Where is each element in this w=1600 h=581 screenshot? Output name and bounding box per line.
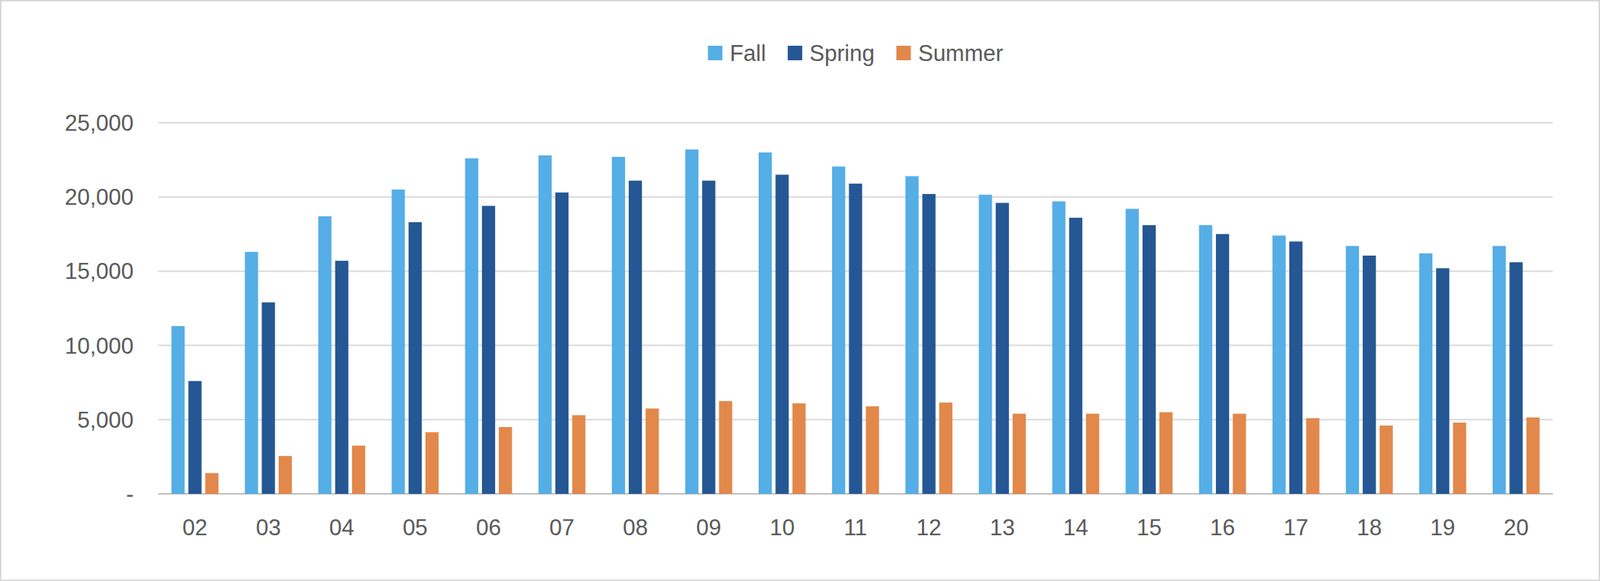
x-tick-label: 13 <box>989 514 1015 541</box>
bar <box>996 202 1010 494</box>
x-tick-label: 16 <box>1210 514 1235 541</box>
grid-line <box>158 121 1553 124</box>
x-tick-label: 19 <box>1430 514 1455 541</box>
x-tick-label: 10 <box>769 514 795 541</box>
bar <box>978 194 992 494</box>
legend-label: Summer <box>918 40 1004 67</box>
bar <box>1509 262 1523 494</box>
bar <box>555 192 569 494</box>
bar <box>317 216 332 494</box>
x-tick-label: 05 <box>402 514 428 541</box>
y-tick-label: 20,000 <box>64 184 134 210</box>
bar <box>1012 413 1026 494</box>
bar <box>1362 255 1376 494</box>
bar <box>905 176 919 494</box>
bar <box>392 189 406 494</box>
bar <box>1086 413 1100 494</box>
x-tick-label: 02 <box>182 514 207 541</box>
bar <box>1289 241 1303 494</box>
bar <box>572 415 586 494</box>
x-tick-label: 15 <box>1136 514 1162 541</box>
bar <box>718 400 732 494</box>
x-tick-label: 17 <box>1283 514 1309 541</box>
x-tick-label: 03 <box>255 514 281 541</box>
legend: Fall Spring Summer <box>707 40 1004 67</box>
bar <box>244 251 258 494</box>
bar <box>939 402 953 494</box>
x-tick-label: 11 <box>843 514 867 541</box>
x-tick-label: 20 <box>1503 514 1529 541</box>
legend-label: Spring <box>809 40 875 67</box>
bar <box>1492 246 1506 494</box>
bar <box>278 455 292 494</box>
legend-swatch <box>787 45 803 61</box>
bar <box>1215 233 1230 494</box>
y-tick-label: 25,000 <box>64 110 134 136</box>
bar <box>628 180 642 494</box>
bar <box>866 405 880 494</box>
chart: - 5,000 10,000 15,000 20,000 25,000 02 03 04 05 06… <box>0 0 1600 581</box>
bar <box>1305 418 1320 494</box>
bar <box>831 166 846 494</box>
bar <box>1199 225 1213 494</box>
bar <box>205 472 219 494</box>
bar <box>1435 267 1450 494</box>
bar <box>1232 413 1246 494</box>
bar <box>352 445 366 494</box>
x-tick-label: 14 <box>1063 514 1089 541</box>
bar <box>262 301 276 494</box>
bars <box>171 149 1540 494</box>
bar <box>758 152 772 494</box>
bar <box>1125 209 1140 494</box>
bar <box>792 402 806 494</box>
y-tick-label: 5,000 <box>76 407 134 433</box>
bar <box>645 407 659 494</box>
bar <box>611 156 626 494</box>
x-tick-label: 06 <box>476 514 501 541</box>
x-tick-label: 18 <box>1356 514 1382 541</box>
bar <box>408 222 422 494</box>
y-tick-label: 10,000 <box>64 333 134 359</box>
x-tick-label: 07 <box>549 514 575 541</box>
bar <box>1051 201 1065 494</box>
x-tick-label: 04 <box>329 514 355 541</box>
bar <box>1452 422 1466 494</box>
bar <box>498 426 512 494</box>
bar <box>425 431 439 494</box>
bar <box>1142 225 1156 494</box>
bar <box>1272 235 1286 494</box>
frame <box>0 0 1600 581</box>
bar <box>775 174 789 494</box>
bar <box>188 381 202 494</box>
x-tick-label: 09 <box>696 514 721 541</box>
bar <box>1159 412 1173 494</box>
legend-label: Fall <box>729 40 766 67</box>
y-tick-label: 15,000 <box>64 258 134 284</box>
bar <box>1419 253 1433 494</box>
bar <box>1069 217 1083 494</box>
legend-swatch <box>707 45 723 61</box>
bar <box>685 149 699 494</box>
bar <box>538 155 552 494</box>
bar <box>922 193 936 494</box>
bar <box>465 158 479 494</box>
bar <box>1345 246 1359 494</box>
bar <box>1379 425 1393 494</box>
bar <box>1526 417 1540 494</box>
x-tick-label: 08 <box>622 514 648 541</box>
bar <box>701 180 716 494</box>
x-tick-label: 12 <box>916 514 941 541</box>
bar <box>171 325 185 494</box>
legend-swatch <box>896 45 912 61</box>
bar <box>848 183 862 494</box>
bar <box>482 205 496 494</box>
y-tick-label: - <box>126 481 134 507</box>
bar <box>335 260 349 494</box>
